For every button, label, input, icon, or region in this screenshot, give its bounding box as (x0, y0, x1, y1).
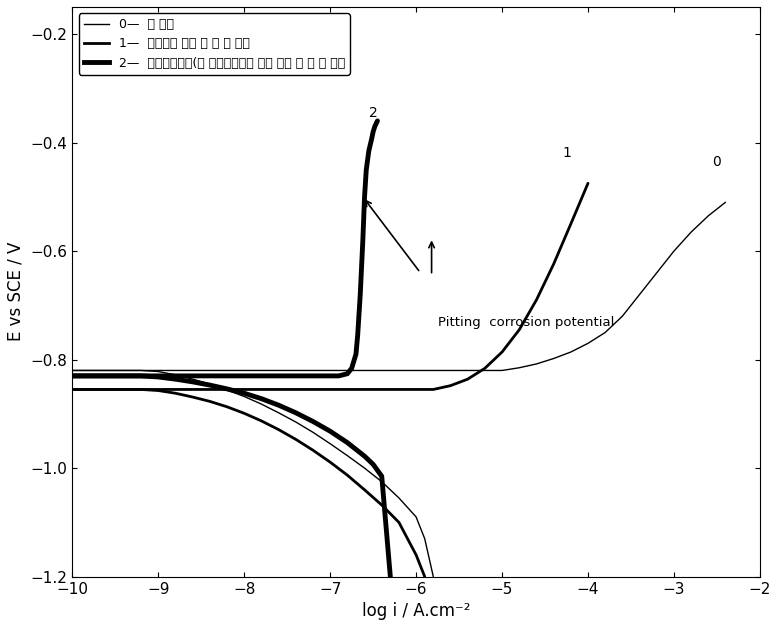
Y-axis label: E vs SCE / V: E vs SCE / V (7, 242, 25, 342)
Text: 1: 1 (562, 147, 571, 161)
Legend: 0—  聚 合膜, 1—  含氧化亚 钝纳 米 的 聚 合膜, 2—  含丙烯海松酸(乙 二胺酰胺及氧 化亚 钝纳 米 的 聚 合膜: 0— 聚 合膜, 1— 含氧化亚 钝纳 米 的 聚 合膜, 2— 含丙烯海松酸(… (79, 13, 350, 75)
Text: Pitting  corrosion potential: Pitting corrosion potential (437, 316, 614, 329)
X-axis label: log i / A.cm⁻²: log i / A.cm⁻² (362, 602, 471, 620)
Text: 0: 0 (713, 155, 721, 169)
Text: 2: 2 (369, 106, 377, 120)
